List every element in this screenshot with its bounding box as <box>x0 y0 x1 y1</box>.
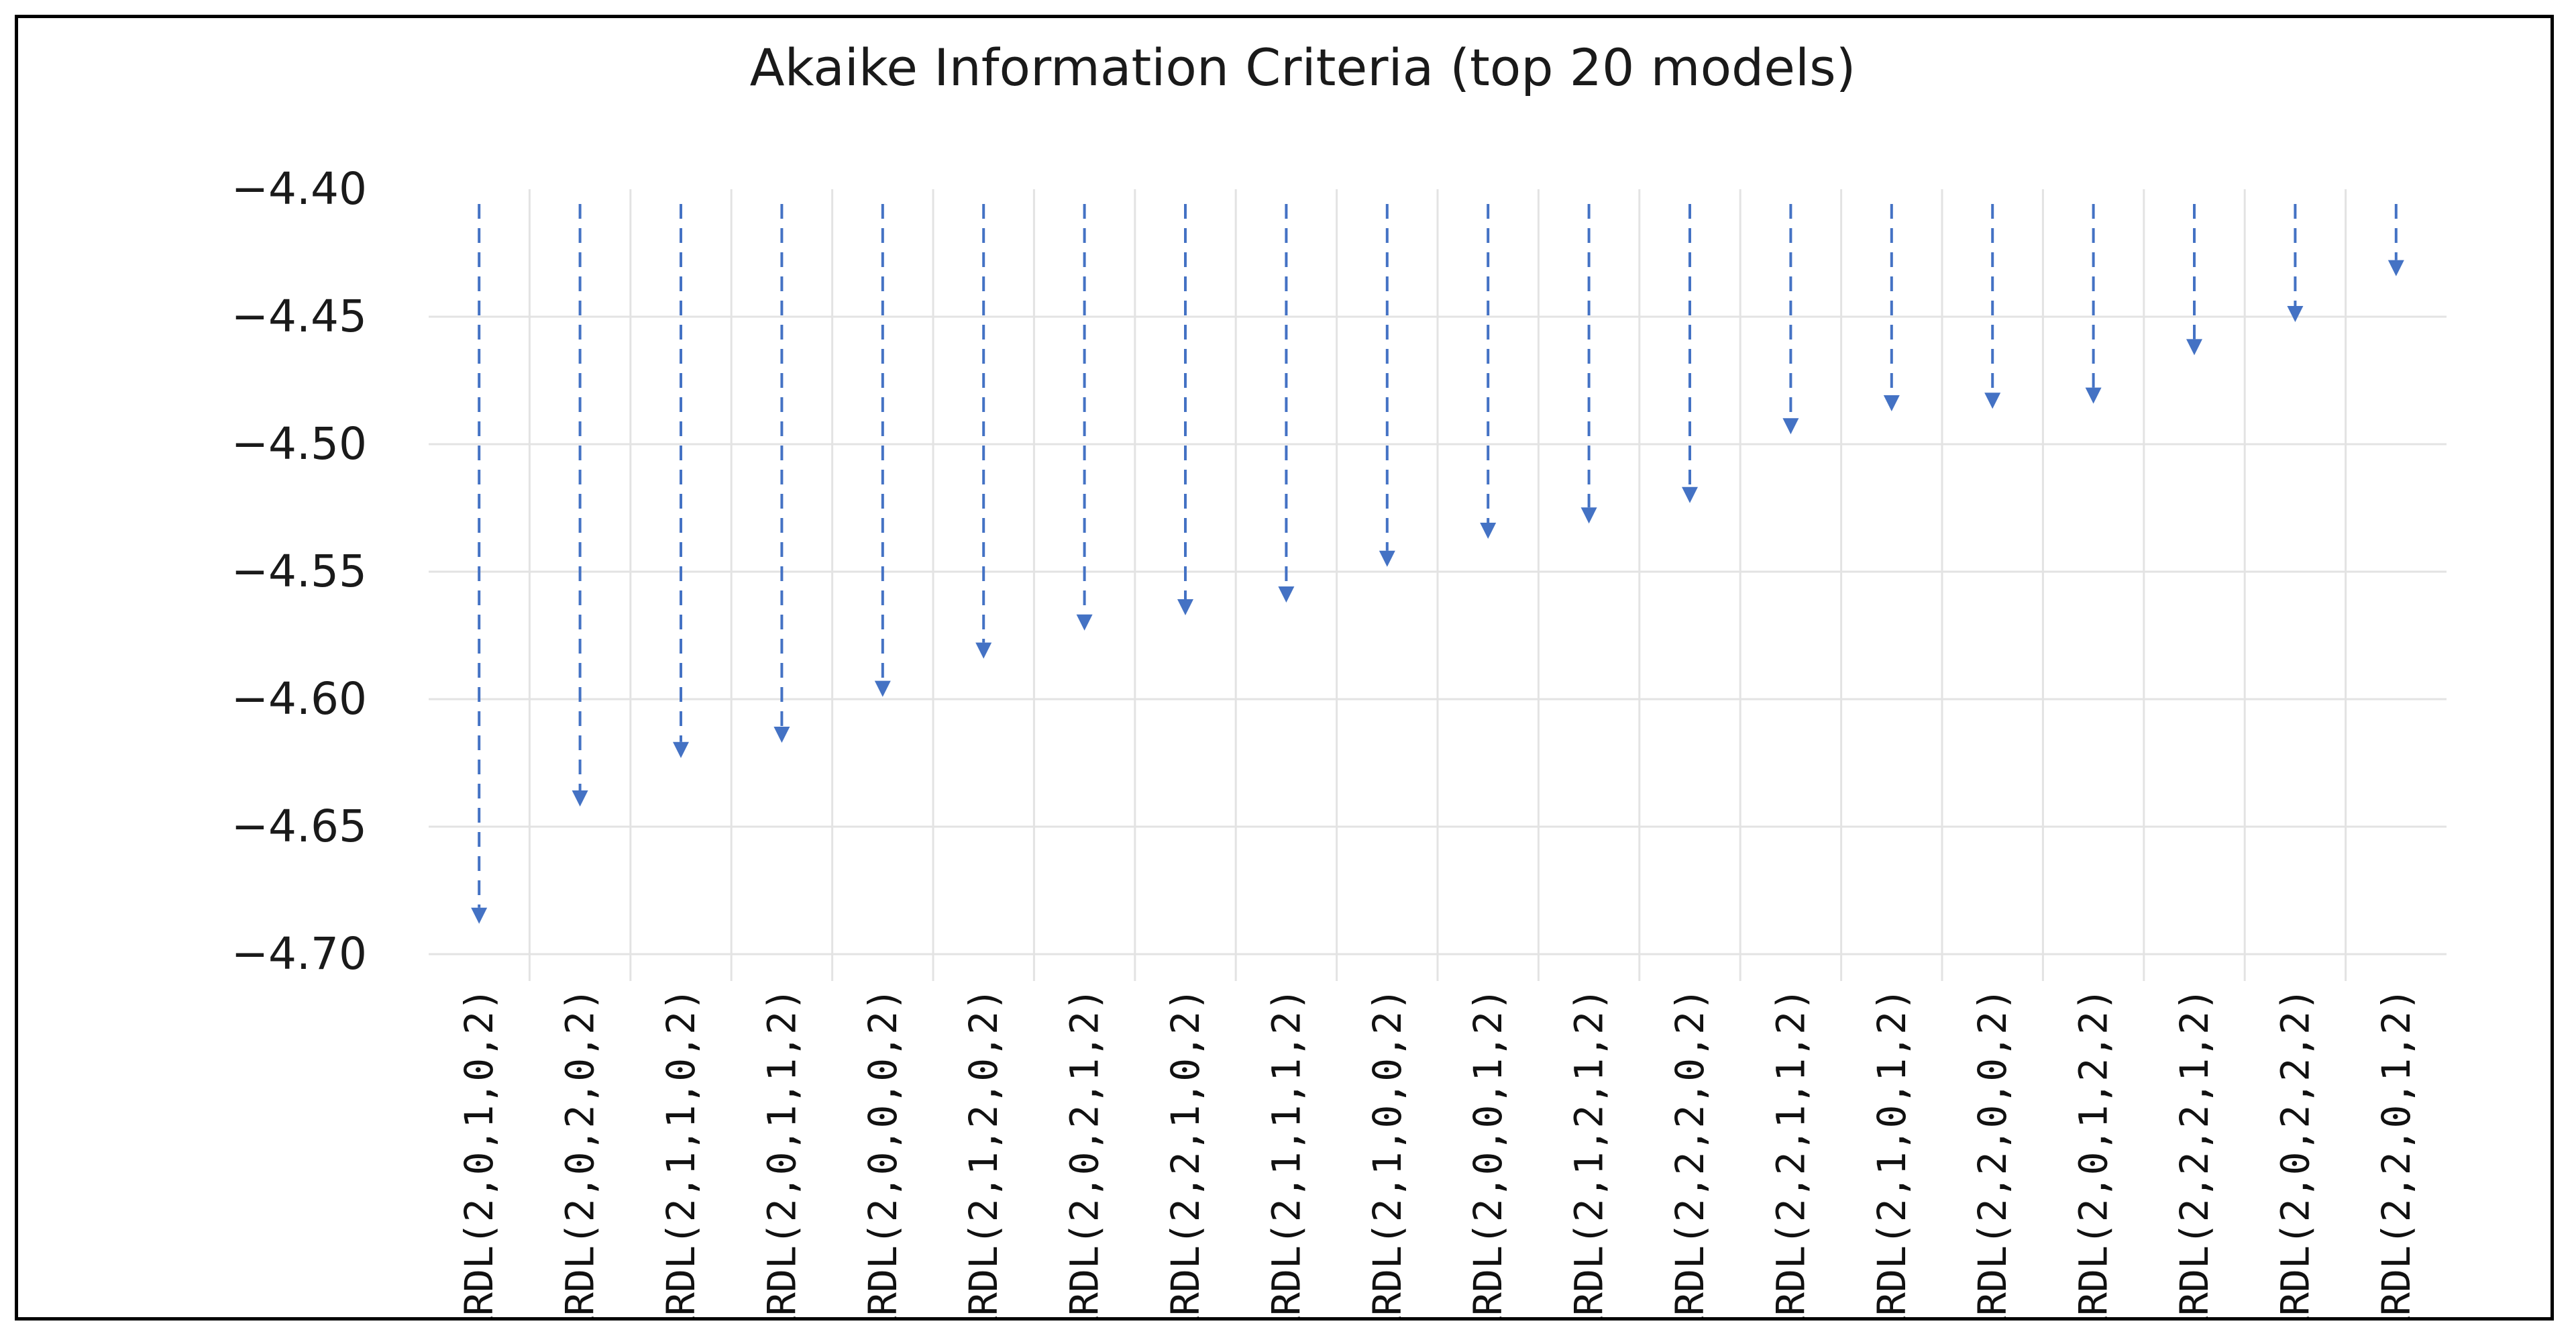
y-tick-label: −4.55 <box>231 546 367 597</box>
x-tick-label: ARDL(2,0,1,2,2) <box>2071 988 2116 1317</box>
data-point-marker <box>2387 260 2404 276</box>
data-point-marker <box>1782 418 1799 435</box>
chart-title: Akaike Information Criteria (top 20 mode… <box>750 38 1856 97</box>
data-point-marker <box>1984 393 2001 409</box>
x-tick-label: ARDL(2,2,1,1,2) <box>1768 988 1813 1317</box>
x-tick-label: ARDL(2,2,2,0,2) <box>1667 988 1713 1317</box>
x-tick-label: ARDL(2,1,0,0,2) <box>1364 988 1410 1317</box>
data-point-marker <box>2085 387 2102 404</box>
y-tick-label: −4.40 <box>231 163 367 215</box>
x-tick-label: ARDL(2,1,1,1,2) <box>1263 988 1309 1317</box>
data-point-marker <box>874 680 891 697</box>
x-tick-label: ARDL(2,0,2,0,2) <box>557 988 603 1317</box>
x-tick-label: ARDL(2,2,2,1,2) <box>2171 988 2217 1317</box>
data-point-marker <box>1682 486 1698 503</box>
x-axis-tick-labels: ARDL(2,0,1,0,2) ARDL(2,0,2,0,2) ARDL(2,1,1… <box>456 988 2419 1317</box>
x-tick-label: ARDL(2,2,1,0,2) <box>1163 988 1208 1317</box>
y-tick-label: −4.70 <box>231 928 367 980</box>
data-point-marker <box>2287 306 2304 322</box>
data-point-marker <box>1580 507 1597 524</box>
data-point-marker <box>1379 550 1395 567</box>
x-tick-label: ARDL(2,1,0,1,2) <box>1869 988 1915 1317</box>
data-point-marker <box>572 790 588 807</box>
data-series <box>471 204 2404 924</box>
x-tick-label: ARDL(2,2,0,0,2) <box>1970 988 2015 1317</box>
data-point-marker <box>1076 614 1093 631</box>
x-tick-label: ARDL(2,0,0,1,2) <box>1465 988 1511 1317</box>
y-tick-label: −4.50 <box>231 418 367 470</box>
x-tick-label: ARDL(2,1,2,1,2) <box>1566 988 1612 1317</box>
data-point-marker <box>1278 586 1295 603</box>
x-tick-label: ARDL(2,0,1,1,2) <box>759 988 804 1317</box>
y-tick-label: −4.60 <box>231 673 367 725</box>
gridlines <box>429 189 2447 981</box>
data-point-marker <box>773 727 790 743</box>
data-point-marker <box>1883 395 1900 411</box>
data-point-marker <box>975 642 992 659</box>
x-tick-label: ARDL(2,0,1,0,2) <box>456 988 502 1317</box>
x-tick-label: ARDL(2,0,2,2,2) <box>2272 988 2318 1317</box>
x-tick-label: ARDL(2,2,0,1,2) <box>2373 988 2419 1317</box>
data-point-marker <box>1177 599 1193 615</box>
data-point-marker <box>673 741 689 758</box>
y-tick-label: −4.65 <box>231 800 367 852</box>
aic-chart: Akaike Information Criteria (top 20 mode… <box>231 38 2447 1317</box>
y-tick-label: −4.45 <box>231 291 367 342</box>
x-tick-label: ARDL(2,0,2,1,2) <box>1062 988 1108 1317</box>
x-tick-label: ARDL(2,1,1,0,2) <box>658 988 704 1317</box>
data-point-marker <box>471 907 488 924</box>
y-axis-tick-labels: −4.40 −4.45 −4.50 −4.55 −4.60 −4.65 −4.70 <box>231 163 367 980</box>
data-point-marker <box>2186 339 2202 356</box>
x-tick-label: ARDL(2,0,0,0,2) <box>860 988 906 1317</box>
x-tick-label: ARDL(2,1,2,0,2) <box>961 988 1006 1317</box>
chart-frame: Akaike Information Criteria (top 20 mode… <box>15 15 2554 1321</box>
data-point-marker <box>1480 523 1497 539</box>
